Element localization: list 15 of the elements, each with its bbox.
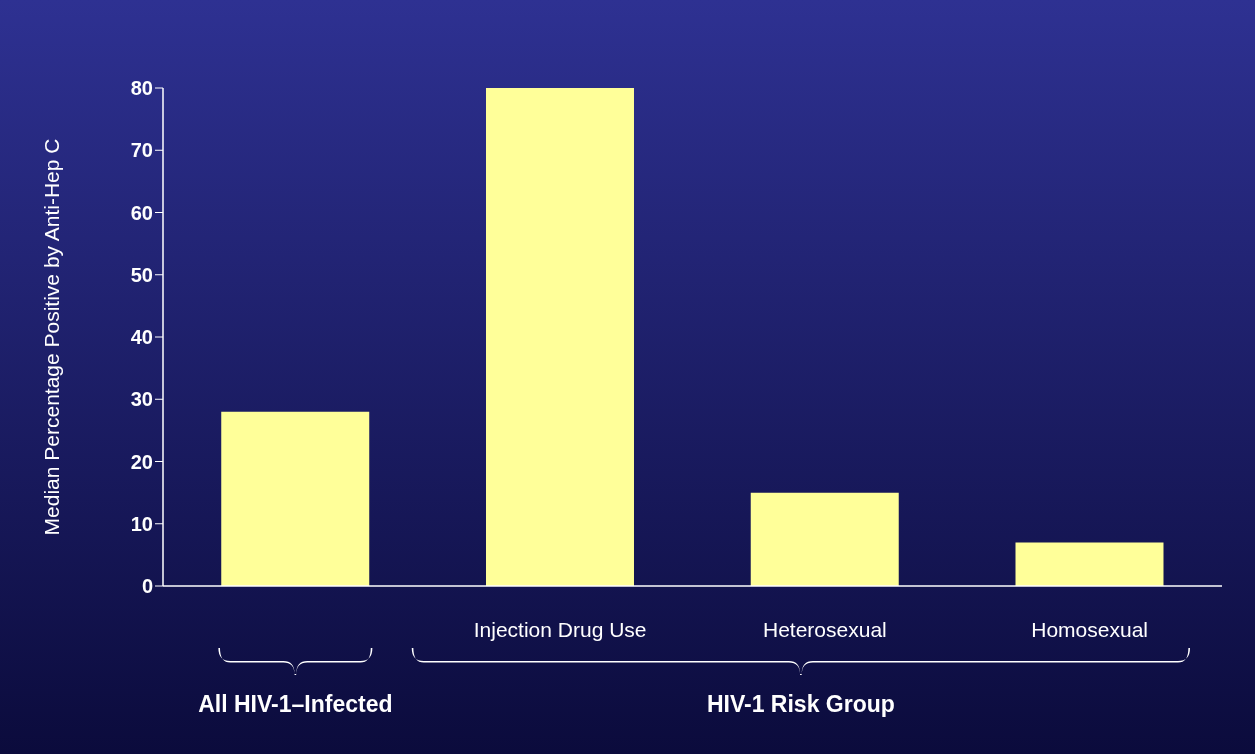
y-tick-label: 20	[130, 450, 153, 473]
y-tick-label: 80	[130, 77, 153, 100]
x-tick-label: Injection Drug Use	[473, 617, 647, 641]
x-tick-label: Heterosexual	[763, 617, 887, 641]
y-tick-label: 30	[130, 388, 153, 411]
y-tick-label: 60	[130, 201, 153, 224]
y-tick-label: 70	[130, 139, 153, 162]
text: All HIV-1–Infected	[198, 691, 393, 717]
text: HIV-1 Risk Group	[706, 691, 895, 717]
y-tick-label: 50	[130, 263, 153, 286]
y-tick-label: 0	[141, 575, 153, 598]
y-axis-title: Median Percentage Positive by Anti-Hep C	[40, 138, 64, 536]
y-tick-label: 10	[130, 512, 153, 535]
y-tick-label: 40	[130, 326, 153, 349]
x-tick-label: Homosexual	[1031, 617, 1148, 641]
